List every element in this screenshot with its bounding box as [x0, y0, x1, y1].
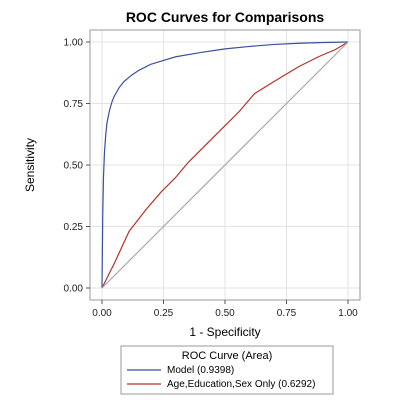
x-tick-label: 0.00 — [92, 308, 112, 319]
x-axis-label: 1 - Specificity — [189, 325, 260, 339]
x-tick-label: 1.00 — [338, 308, 358, 319]
y-axis-label: Sensitivity — [23, 138, 37, 192]
y-axis-ticks: 0.00 0.25 0.50 0.75 1.00 — [64, 38, 90, 295]
reference-diagonal-line — [101, 41, 349, 289]
y-tick-label: 0.00 — [64, 284, 84, 295]
legend-title: ROC Curve (Area) — [182, 350, 272, 362]
y-tick-label: 0.75 — [64, 99, 84, 110]
y-tick-label: 1.00 — [64, 38, 84, 49]
x-tick-label: 0.25 — [154, 308, 174, 319]
series-line-model — [101, 41, 349, 289]
y-tick-label: 0.25 — [64, 222, 84, 233]
legend-label-age-education-sex: Age,Education,Sex Only (0.6292) — [167, 379, 315, 390]
x-tick-label: 0.75 — [277, 308, 297, 319]
grid-lines — [90, 30, 360, 300]
series-group — [101, 41, 349, 289]
chart-title: ROC Curves for Comparisons — [126, 9, 325, 25]
x-tick-label: 0.50 — [215, 308, 235, 319]
y-tick-label: 0.50 — [64, 161, 84, 172]
legend: ROC Curve (Area) Model (0.9398) Age,Educ… — [120, 345, 334, 395]
x-axis-ticks: 0.00 0.25 0.50 0.75 1.00 — [92, 300, 358, 319]
series-line-age-education-sex — [101, 41, 349, 289]
legend-label-model: Model (0.9398) — [167, 365, 234, 376]
